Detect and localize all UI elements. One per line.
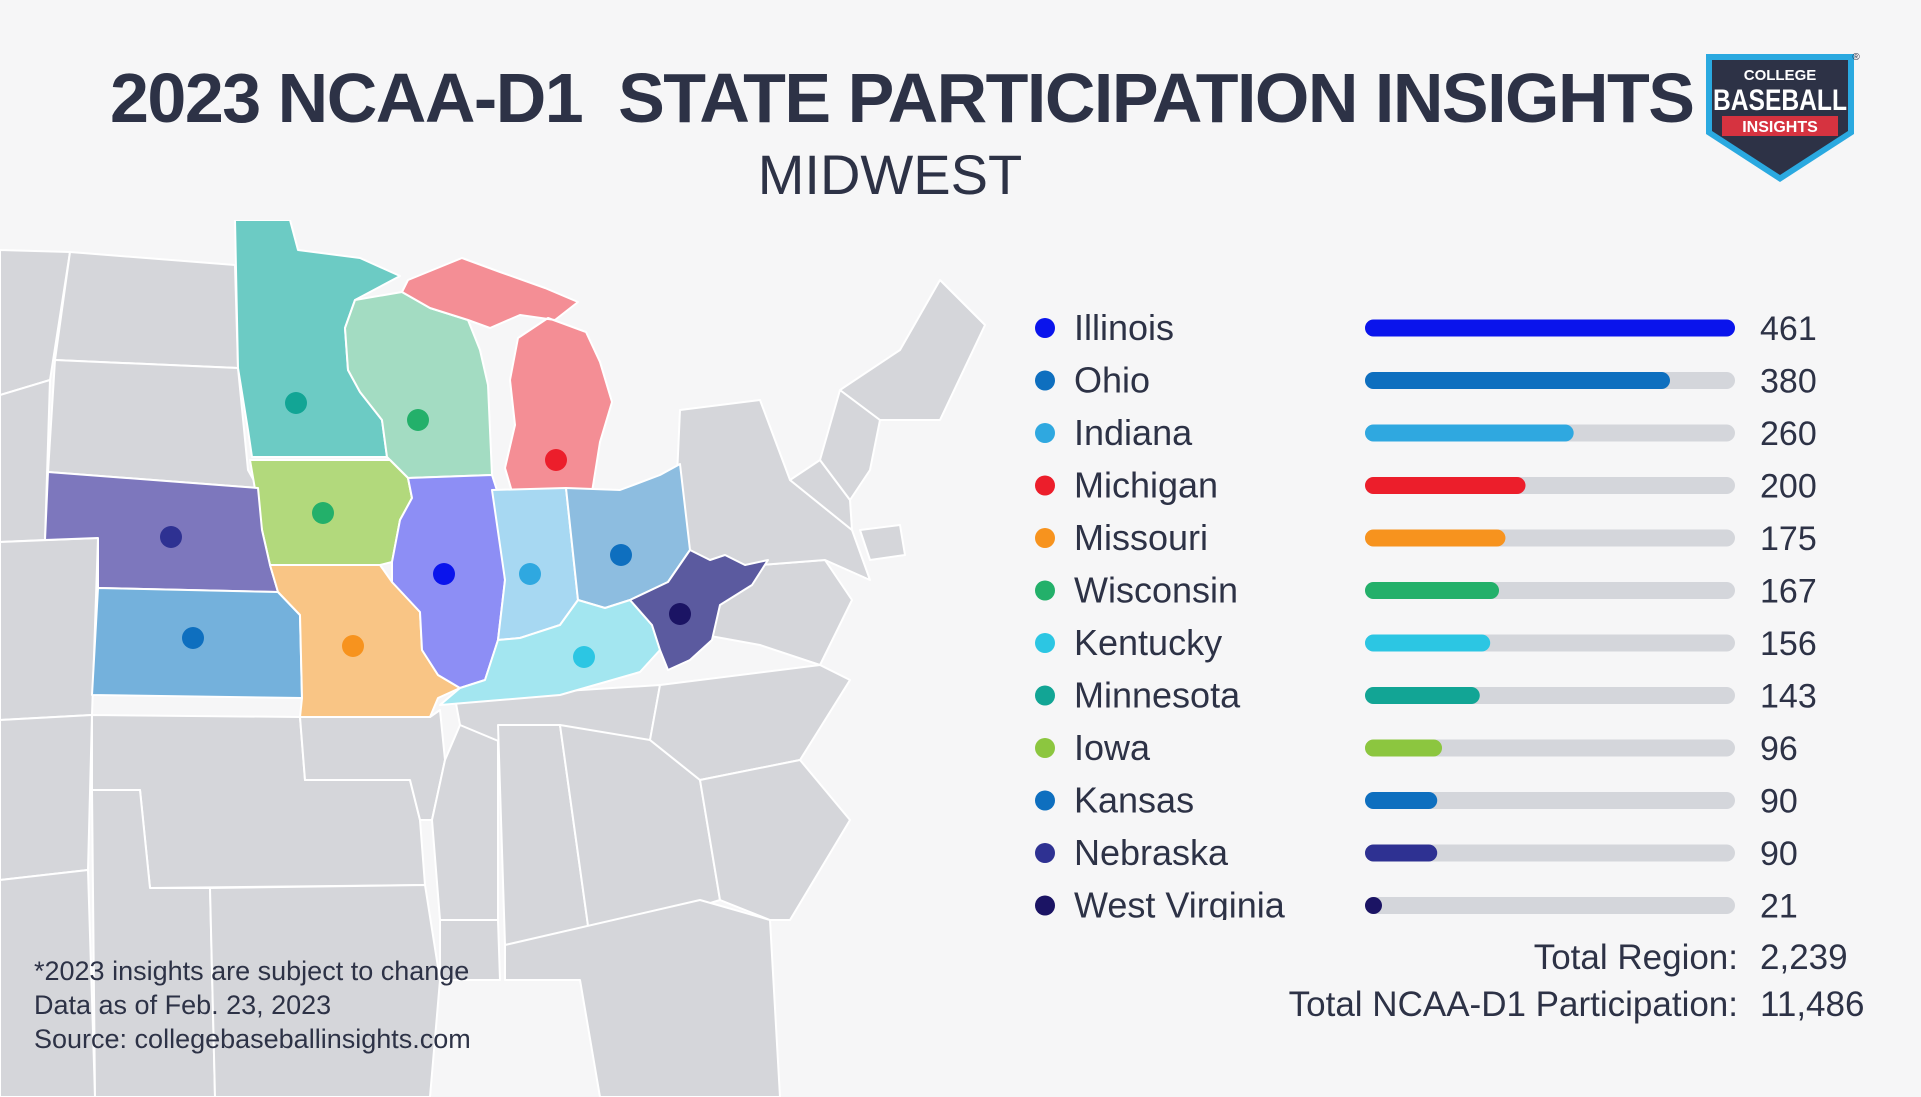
marker-kentucky [573,646,595,668]
value-label: 143 [1760,678,1817,716]
state-shape [0,537,99,721]
legend-dot [1035,895,1055,916]
state-shape [0,379,51,543]
marker-kansas [182,627,204,649]
state-label: Ohio [1074,360,1150,401]
state-markers [160,392,691,668]
legend-dot [1035,843,1055,863]
legend-dot [1035,370,1055,391]
state-label: Minnesota [1074,675,1241,716]
legend-dot [1035,685,1055,706]
bar [1365,792,1438,809]
marker-michigan [545,449,567,471]
value-label: 21 [1760,888,1798,921]
page-subtitle: MIDWEST [757,143,1023,206]
state-shape [839,279,986,421]
total-d1-value: 11,486 [1760,985,1865,1024]
note-source: Source: collegebaseballinsights.com [34,1024,471,1054]
state-shape [0,869,96,1097]
value-label: 380 [1760,363,1817,401]
note-subject-to-change: *2023 insights are subject to change [34,956,470,986]
value-label: 461 [1760,310,1817,348]
state-participation-bar-chart: Illinois 461 Ohio 380 Indiana 260 Michigan 200 M… [1035,307,1817,921]
bar [1365,582,1500,599]
state-label: Michigan [1074,465,1218,506]
legend-dot [1035,423,1055,443]
value-label: 156 [1760,625,1817,663]
value-label: 260 [1760,415,1817,453]
state-shape [649,664,851,781]
bar [1365,529,1506,547]
state-label: Illinois [1074,307,1174,348]
value-label: 175 [1760,520,1817,558]
state-shape [819,389,881,501]
college-baseball-insights-logo: COLLEGE BASEBALL INSIGHTS ® [1706,52,1860,182]
logo-line-1: COLLEGE [1744,67,1817,84]
value-label: 200 [1760,468,1817,506]
legend-dot [1035,580,1055,601]
logo-line-2: BASEBALL [1713,84,1847,117]
legend-dot [1035,528,1055,548]
bar [1365,477,1526,494]
marker-iowa [312,502,334,524]
state-shape [859,524,906,561]
total-d1-label: Total NCAA-D1 Participation: [1288,985,1738,1024]
logo-accent-band [1722,116,1838,136]
legend-dot [1035,318,1055,338]
legend-dot [1035,475,1055,496]
state-label: Kentucky [1074,622,1222,663]
state-shape [0,714,93,881]
marker-wisconsin [407,409,429,431]
bar-track [1365,897,1735,914]
value-label: 90 [1760,783,1798,821]
total-region-label: Total Region: [1533,938,1738,977]
state-label: West Virginia [1074,885,1286,921]
value-label: 96 [1760,730,1798,768]
value-label: 167 [1760,573,1817,611]
midwest-map [0,220,986,1097]
legend-dot [1035,633,1055,653]
state-shape [699,759,851,921]
logo-registered-mark: ® [1852,52,1860,63]
bar [1365,424,1574,442]
state-shape [47,359,259,489]
bar [1365,372,1670,389]
page-title: 2023 NCAA-D1 STATE PARTICIPATION INSIGHT… [110,59,1695,137]
us-base-map [0,249,986,1097]
bar [1365,844,1438,862]
bar-track [1365,739,1735,757]
state-shape [209,884,441,1097]
bar [1365,634,1491,652]
legend-dot [1035,790,1055,811]
bar [1365,739,1443,757]
value-label: 90 [1760,835,1798,873]
state-label: Nebraska [1074,832,1229,873]
state-shape [439,919,501,981]
state-shape [54,251,239,369]
state-label: Wisconsin [1074,570,1238,611]
state-west-virginia [629,549,769,671]
marker-minnesota [285,392,307,414]
bar-track [1365,792,1735,809]
bar [1365,319,1735,337]
state-shape [504,899,781,1097]
bar [1365,897,1382,914]
marker-nebraska [160,526,182,548]
marker-ohio [610,544,632,566]
bar [1365,687,1480,704]
legend-dot [1035,738,1055,758]
note-data-date: Data as of Feb. 23, 2023 [34,990,332,1020]
state-label: Indiana [1074,412,1193,453]
total-region-value: 2,239 [1760,938,1848,977]
state-label: Iowa [1074,727,1151,768]
logo-line-3: INSIGHTS [1742,119,1818,136]
marker-indiana [519,563,541,585]
bar-track [1365,844,1735,862]
marker-illinois [433,563,455,585]
marker-missouri [342,635,364,657]
state-label: Missouri [1074,517,1208,558]
state-label: Kansas [1074,780,1194,821]
marker-west-virginia [669,603,691,625]
